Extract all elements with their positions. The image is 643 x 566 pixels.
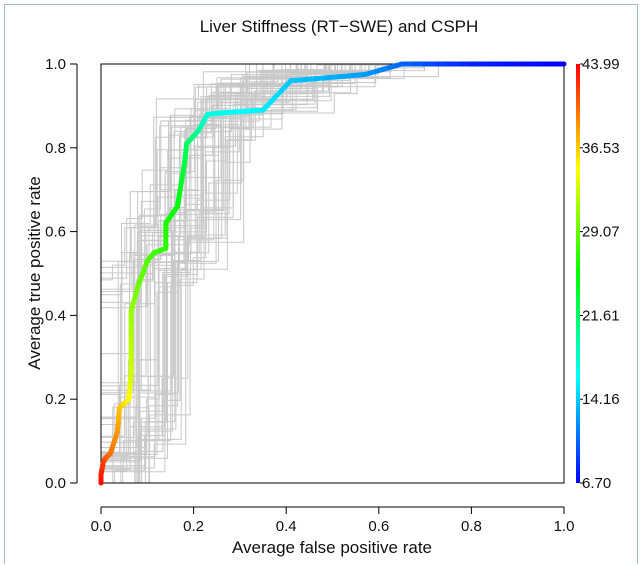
y-axis-label: Average true positive rate bbox=[25, 176, 44, 369]
colorbar-tick-label: 29.07 bbox=[582, 224, 620, 241]
y-axis: 0.0 0.2 0.4 0.6 0.8 1.0 bbox=[45, 56, 78, 492]
plot-frame bbox=[4, 4, 638, 564]
y-tick-label: 0.0 bbox=[45, 475, 66, 492]
y-tick-label: 0.2 bbox=[45, 391, 66, 408]
bootstrap-roc-line bbox=[101, 63, 564, 484]
y-tick-label: 0.6 bbox=[45, 224, 66, 241]
colorbar-gradient bbox=[576, 64, 580, 483]
x-tick-label: 0.4 bbox=[276, 518, 297, 535]
x-axis: 0.0 0.2 0.4 0.6 0.8 1.0 bbox=[91, 506, 575, 535]
bootstrap-roc-line bbox=[100, 63, 564, 483]
x-tick-label: 1.0 bbox=[554, 518, 575, 535]
y-tick-label: 0.4 bbox=[45, 307, 66, 324]
x-tick-label: 0.8 bbox=[461, 518, 482, 535]
colorbar-tick-label: 43.99 bbox=[582, 56, 620, 73]
y-tick-label: 1.0 bbox=[45, 56, 66, 73]
average-roc-curve bbox=[98, 61, 567, 486]
colorbar-tick-label: 21.61 bbox=[582, 307, 620, 324]
x-tick-label: 0.6 bbox=[368, 518, 389, 535]
x-axis-label: Average false positive rate bbox=[232, 538, 432, 557]
x-tick-label: 0.0 bbox=[91, 518, 112, 535]
y-tick-label: 0.8 bbox=[45, 140, 66, 157]
colorbar-tick-label: 14.16 bbox=[582, 391, 620, 408]
plot-area bbox=[100, 63, 565, 484]
colorbar-tick-label: 6.70 bbox=[582, 475, 611, 492]
bootstrap-curves bbox=[100, 63, 564, 484]
x-tick-label: 0.2 bbox=[183, 518, 204, 535]
colorbar-tick-label: 36.53 bbox=[582, 140, 620, 157]
colorbar: 6.70 14.16 21.61 29.07 36.53 43.99 bbox=[576, 56, 620, 492]
chart-title: Liver Stiffness (RT−SWE) and CSPH bbox=[200, 17, 479, 36]
